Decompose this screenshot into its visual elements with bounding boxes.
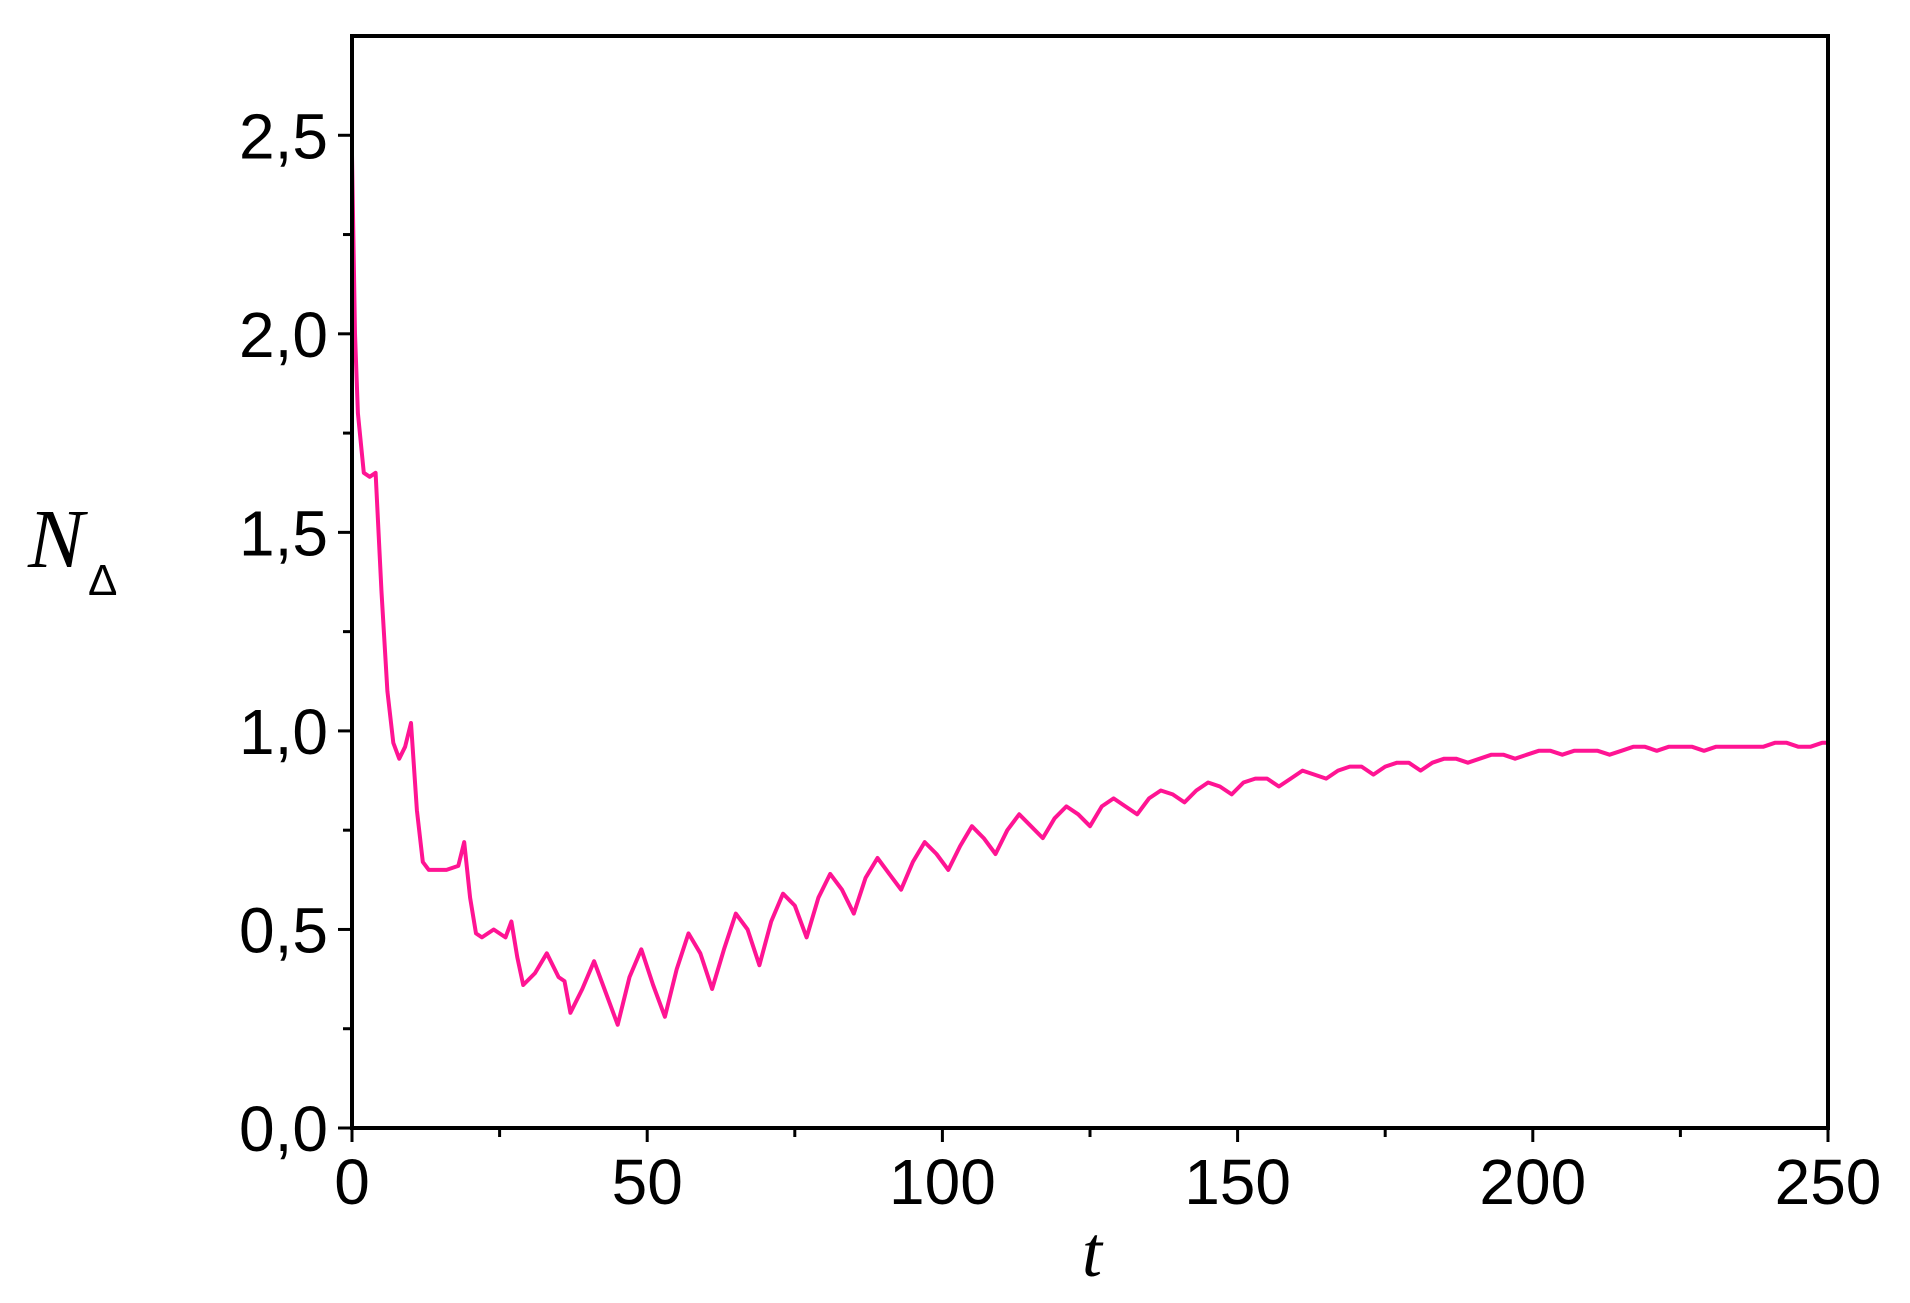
y-tick-label: 0,0 [239, 1093, 328, 1165]
y-tick-label: 2,0 [239, 299, 328, 371]
y-tick-label: 0,5 [239, 894, 328, 966]
x-tick-label: 250 [1775, 1146, 1882, 1218]
y-tick-label: 1,0 [239, 696, 328, 768]
y-tick-label: 2,5 [239, 100, 328, 172]
y-axis-label-main: N [27, 493, 88, 586]
series-line [350, 153, 1830, 1027]
x-tick-label: 100 [889, 1146, 996, 1218]
x-tick-label: 200 [1479, 1146, 1586, 1218]
y-axis-label-subscript: Δ [88, 556, 117, 605]
plot-frame [350, 34, 1830, 1130]
y-tick-label: 1,5 [239, 497, 328, 569]
tick-labels: 0 50 100 150 200 250 0,0 0,5 1,0 1,5 2,0 2,5 [239, 100, 1881, 1218]
x-tick-label: 0 [334, 1146, 370, 1218]
x-tick-label: 150 [1184, 1146, 1291, 1218]
y-axis-label: NΔ [27, 493, 117, 605]
major-ticks [338, 133, 1830, 1142]
x-tick-label: 50 [612, 1146, 683, 1218]
x-axis-label: t [1082, 1212, 1104, 1292]
minor-ticks [343, 233, 1682, 1137]
